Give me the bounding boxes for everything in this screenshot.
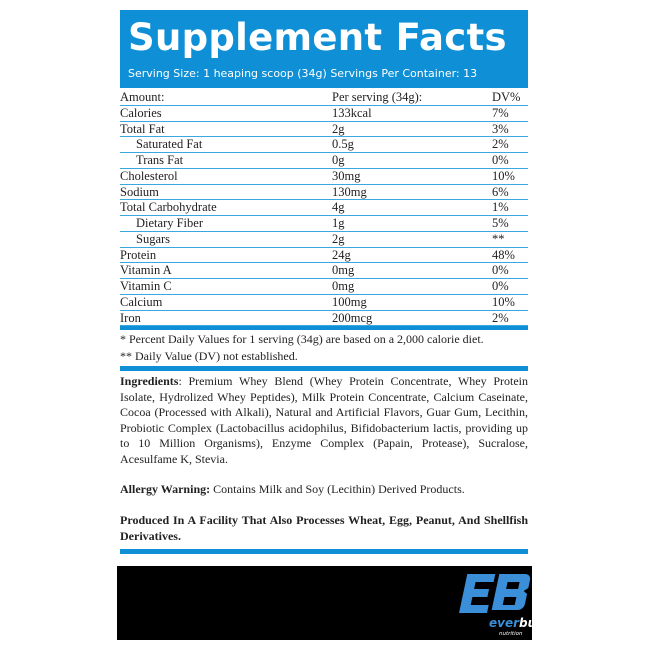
title: Supplement Facts <box>128 16 507 59</box>
ingredients: Ingredients: Premium Whey Blend (Whey Pr… <box>120 374 528 467</box>
nutrient-dv: 3% <box>492 121 509 136</box>
footnote-na: ** Daily Value (DV) not established. <box>120 349 298 363</box>
nutrient-dv: 0% <box>492 279 509 293</box>
nutrient-name: Iron <box>120 310 141 325</box>
nutrient-amount: 30mg <box>332 168 361 183</box>
nutrient-amount: 0mg <box>332 263 355 278</box>
table-row: Total Fat 2g 3% <box>120 122 528 138</box>
allergy-text: Contains Milk and Soy (Lecithin) Derived… <box>210 482 465 496</box>
nutrient-dv: 2% <box>492 137 509 152</box>
allergy-warning: Allergy Warning: Contains Milk and Soy (… <box>120 482 528 498</box>
nutrient-name: Cholesterol <box>120 168 178 183</box>
nutrient-name: Sugars <box>136 231 171 246</box>
nutrient-name: Total Fat <box>120 121 165 136</box>
nutrient-amount: 2g <box>332 231 345 246</box>
serving-info: Serving Size: 1 heaping scoop (34g) Serv… <box>128 67 478 80</box>
table-header: Amount: Per serving (34g): DV% <box>120 90 528 106</box>
nutrition-table: Amount: Per serving (34g): DV% Calories 1… <box>120 90 528 327</box>
table-row: Protein 24g 48% <box>120 248 528 264</box>
table-row: Sodium 130mg 6% <box>120 185 528 201</box>
allergy-label: Allergy Warning: <box>120 482 211 496</box>
nutrient-name: Dietary Fiber <box>136 216 203 230</box>
nutrient-dv: 6% <box>492 184 509 199</box>
nutrient-dv: 10% <box>492 168 515 183</box>
logo-brand-text: everbuild <box>489 616 532 630</box>
nutrient-amount: 24g <box>332 247 351 262</box>
table-row: Calories 133kcal 7% <box>120 106 528 122</box>
nutrient-name: Sodium <box>120 184 159 199</box>
divider <box>120 326 528 330</box>
nutrient-name: Protein <box>120 247 157 262</box>
table-row: Calcium 100mg 10% <box>120 295 528 311</box>
table-row: Vitamin A 0mg 0% <box>120 263 528 279</box>
nutrient-name: Vitamin C <box>120 279 172 293</box>
nutrient-amount: 2g <box>332 121 345 136</box>
col-per-serving: Per serving (34g): <box>332 90 423 104</box>
nutrient-dv: 7% <box>492 105 509 120</box>
table-row: Iron 200mcg 2% <box>120 311 528 327</box>
facility-warning: Produced In A Facility That Also Process… <box>120 513 528 543</box>
table-row: Trans Fat 0g 0% <box>120 153 528 169</box>
col-dv: DV% <box>492 90 521 104</box>
nutrient-amount: 100mg <box>332 294 367 309</box>
nutrient-dv: 1% <box>492 200 509 215</box>
table-row: Sugars 2g ** <box>120 232 528 248</box>
nutrient-dv: ** <box>492 231 505 246</box>
supplement-facts-header: Supplement Facts Serving Size: 1 heaping… <box>120 10 528 88</box>
nutrient-dv: 48% <box>492 247 515 262</box>
table-row: Total Carbohydrate 4g 1% <box>120 200 528 216</box>
nutrient-name: Vitamin A <box>120 263 172 278</box>
footnote-dv: * Percent Daily Values for 1 serving (34… <box>120 332 484 346</box>
nutrient-amount: 0g <box>332 153 345 167</box>
ingredients-label: Ingredients <box>120 374 179 388</box>
nutrient-name: Calories <box>120 105 162 120</box>
nutrient-name: Trans Fat <box>136 153 184 167</box>
nutrient-dv: 2% <box>492 310 509 325</box>
nutrient-amount: 0mg <box>332 279 355 293</box>
nutrient-amount: 200mcg <box>332 310 373 325</box>
table-row: Saturated Fat 0.5g 2% <box>120 137 528 153</box>
col-amount: Amount: <box>120 90 165 104</box>
nutrient-dv: 5% <box>492 216 509 230</box>
nutrient-amount: 1g <box>332 216 345 230</box>
table-row: Dietary Fiber 1g 5% <box>120 216 528 232</box>
nutrient-amount: 0.5g <box>332 137 354 152</box>
nutrient-dv: 0% <box>492 263 509 278</box>
nutrient-dv: 10% <box>492 294 515 309</box>
brand-logo-panel: everbuild nutrition <box>117 566 553 640</box>
nutrient-amount: 4g <box>332 200 345 215</box>
table-row: Cholesterol 30mg 10% <box>120 169 528 185</box>
everbuild-logo: everbuild nutrition <box>459 574 553 637</box>
logo-sub-text: nutrition <box>499 631 523 637</box>
nutrient-name: Total Carbohydrate <box>120 200 217 215</box>
nutrient-name: Saturated Fat <box>136 137 203 152</box>
table-row: Vitamin C 0mg 0% <box>120 279 528 295</box>
ingredients-text: : Premium Whey Blend (Whey Protein Conce… <box>120 374 528 466</box>
nutrient-amount: 130mg <box>332 184 367 199</box>
divider <box>120 549 528 554</box>
nutrient-dv: 0% <box>492 153 509 167</box>
divider <box>120 366 528 371</box>
nutrient-amount: 133kcal <box>332 105 372 120</box>
nutrient-name: Calcium <box>120 294 163 309</box>
